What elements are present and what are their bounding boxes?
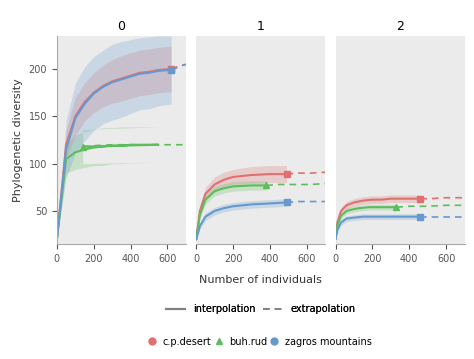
Title: 0: 0 — [118, 20, 126, 33]
Title: 1: 1 — [257, 20, 264, 33]
Legend: interpolation, extrapolation: interpolation, extrapolation — [162, 300, 359, 318]
Y-axis label: Phylogenetic diversity: Phylogenetic diversity — [13, 78, 23, 202]
Text: Number of individuals: Number of individuals — [199, 275, 322, 285]
Legend: c.p.desert, buh.rud, zagros mountains: c.p.desert, buh.rud, zagros mountains — [146, 333, 375, 350]
Title: 2: 2 — [396, 20, 404, 33]
